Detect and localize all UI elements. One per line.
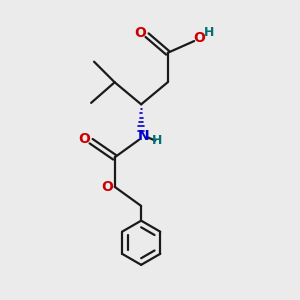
Text: H: H [204, 26, 215, 39]
Text: O: O [134, 26, 146, 40]
Text: O: O [78, 132, 90, 146]
Text: N: N [138, 129, 149, 143]
Text: O: O [101, 180, 113, 194]
Text: O: O [194, 31, 206, 44]
Text: H: H [152, 134, 163, 147]
